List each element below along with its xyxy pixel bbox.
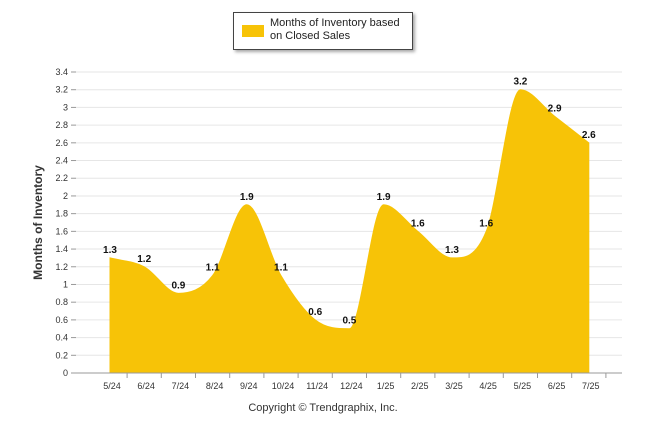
y-tick-label: 0.6 bbox=[55, 315, 68, 325]
y-tick-label: 0 bbox=[63, 368, 68, 378]
y-tick-label: 2.8 bbox=[55, 120, 68, 130]
y-tick-label: 2.2 bbox=[55, 173, 68, 183]
y-tick-label: 2 bbox=[63, 191, 68, 201]
data-label: 1.2 bbox=[137, 254, 151, 265]
y-tick-label: 2.6 bbox=[55, 138, 68, 148]
data-label: 0.6 bbox=[308, 307, 322, 318]
x-tick-label: 3/25 bbox=[445, 381, 463, 391]
data-label: 0.5 bbox=[342, 316, 356, 327]
y-tick-label: 3.4 bbox=[55, 67, 68, 77]
data-label: 3.2 bbox=[513, 77, 527, 88]
copyright-text: Copyright © Trendgraphix, Inc. bbox=[248, 402, 398, 414]
legend: Months of Inventory based on Closed Sale… bbox=[233, 12, 413, 50]
x-tick-label: 4/25 bbox=[479, 381, 497, 391]
data-label: 1.3 bbox=[445, 245, 459, 256]
y-tick-label: 0.8 bbox=[55, 297, 68, 307]
x-tick-label: 12/24 bbox=[340, 381, 363, 391]
x-tick-label: 5/24 bbox=[103, 381, 121, 391]
data-label: 2.9 bbox=[548, 103, 562, 114]
data-label: 1.9 bbox=[377, 192, 391, 203]
data-label: 1.3 bbox=[103, 245, 117, 256]
x-tick-label: 7/25 bbox=[582, 381, 600, 391]
series-area bbox=[109, 89, 590, 374]
data-label: 1.1 bbox=[274, 263, 288, 274]
data-label: 1.6 bbox=[479, 218, 493, 229]
x-tick-label: 2/25 bbox=[411, 381, 429, 391]
data-labels: 1.3 1.2 0.9 1.1 1.9 1.1 0.6 0.5 1.9 1.6 1.3 1.6 3.2 2… bbox=[103, 77, 596, 327]
y-tick-label: 3.2 bbox=[55, 85, 68, 95]
x-tick-label: 9/24 bbox=[240, 381, 258, 391]
y-tick-label: 1.6 bbox=[55, 226, 68, 236]
data-label: 1.9 bbox=[240, 192, 254, 203]
data-label: 1.1 bbox=[206, 263, 220, 274]
data-label: 2.6 bbox=[582, 130, 596, 141]
y-axis-label: Months of Inventory bbox=[31, 165, 45, 280]
data-label: 1.6 bbox=[411, 218, 425, 229]
x-tick-label: 10/24 bbox=[272, 381, 295, 391]
x-tick-label: 5/25 bbox=[514, 381, 532, 391]
legend-swatch bbox=[242, 25, 264, 37]
x-tick-label: 11/24 bbox=[306, 381, 328, 391]
y-tick-label: 1.4 bbox=[55, 244, 68, 254]
x-tick-label: 7/24 bbox=[172, 381, 190, 391]
x-tick-label: 8/24 bbox=[206, 381, 224, 391]
y-tick-label: 2.4 bbox=[55, 156, 68, 166]
y-tick-label: 1.2 bbox=[55, 262, 68, 272]
x-tick-label: 1/25 bbox=[377, 381, 395, 391]
y-axis-ticks: 0 0.2 0.4 0.6 0.8 1 1.2 1.4 1.6 1.8 2 2.2 2.4 2.6 2.8 3… bbox=[55, 67, 76, 378]
y-tick-label: 0.2 bbox=[55, 350, 68, 360]
legend-entry: Months of Inventory based on Closed Sale… bbox=[270, 17, 400, 42]
y-tick-label: 1 bbox=[63, 279, 68, 289]
x-axis-ticks: 5/24 6/24 7/24 8/24 9/24 10/24 11/24 12/24 1/25 2… bbox=[103, 373, 607, 391]
x-tick-label: 6/25 bbox=[548, 381, 566, 391]
y-tick-label: 3 bbox=[63, 102, 68, 112]
x-tick-label: 6/24 bbox=[137, 381, 155, 391]
y-tick-label: 0.4 bbox=[55, 333, 68, 343]
data-label: 0.9 bbox=[171, 280, 185, 291]
y-tick-label: 1.8 bbox=[55, 209, 68, 219]
